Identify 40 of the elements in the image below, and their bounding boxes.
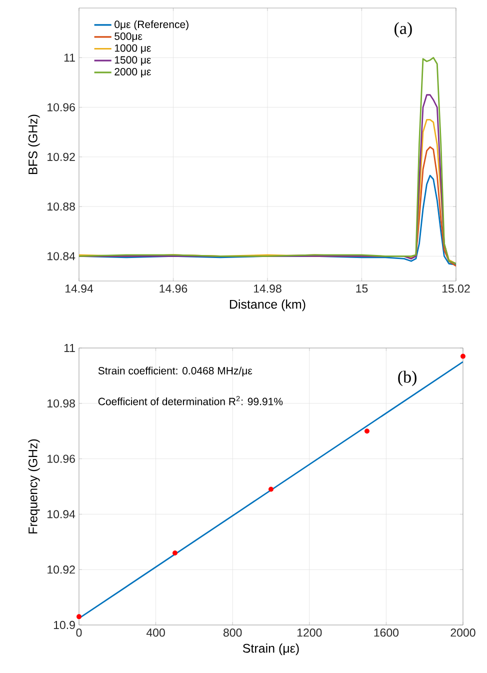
y-tick-label: 10.96 xyxy=(48,103,75,112)
y-tick-label: 10.88 xyxy=(48,202,75,211)
x-axis-title: Strain (με) xyxy=(242,644,299,656)
y-tick-label: 10.94 xyxy=(48,510,76,518)
point xyxy=(172,550,178,556)
y-tick-label: 10.9 xyxy=(54,620,75,630)
y-tick-label: 11 xyxy=(64,344,75,352)
point xyxy=(268,486,274,492)
x-tick-label: 1600 xyxy=(374,628,399,637)
y-axis-title: Frequency (GHz) xyxy=(28,439,40,534)
point xyxy=(76,614,82,620)
point xyxy=(364,428,370,434)
y-axis-title: BFS (GHz) xyxy=(28,114,40,174)
x-tick-label: 800 xyxy=(224,628,242,637)
x-tick-label: 400 xyxy=(146,628,165,637)
x-tick-label: 15 xyxy=(356,284,368,293)
y-tick-label: 10.96 xyxy=(48,454,75,463)
legend-label: 1000 με xyxy=(114,44,151,54)
legend-label: 0με (Reference) xyxy=(114,20,188,30)
y-tick-label: 10.98 xyxy=(48,399,75,408)
annotation: Coefficient of determination R$^{2}$: 99.91% xyxy=(98,396,283,406)
x-tick-label: 14.94 xyxy=(65,284,94,293)
y-tick-label: 10.84 xyxy=(48,252,76,260)
annotation: Strain coefficient: 0.0468 MHz/με xyxy=(98,366,252,376)
y-tick-label: 10.92 xyxy=(48,566,75,574)
annotation: (a) xyxy=(394,22,412,38)
y-tick-label: 11 xyxy=(64,54,75,62)
x-tick-label: 0 xyxy=(76,628,82,637)
legend-label: 2000 με xyxy=(114,68,151,78)
x-axis-title: Distance (km) xyxy=(230,300,306,312)
legend-label: 1500 με xyxy=(114,56,151,66)
x-tick-label: 1200 xyxy=(297,628,322,637)
x-tick-label: 14.98 xyxy=(254,284,282,293)
y-tick-label: 10.92 xyxy=(48,152,75,161)
point xyxy=(460,354,466,359)
x-tick-label: 2000 xyxy=(450,628,476,637)
x-tick-label: 14.96 xyxy=(160,284,188,293)
legend-label: 500με xyxy=(114,32,142,42)
x-tick-label: 15.02 xyxy=(442,284,470,293)
annotation: (b) xyxy=(398,370,416,386)
